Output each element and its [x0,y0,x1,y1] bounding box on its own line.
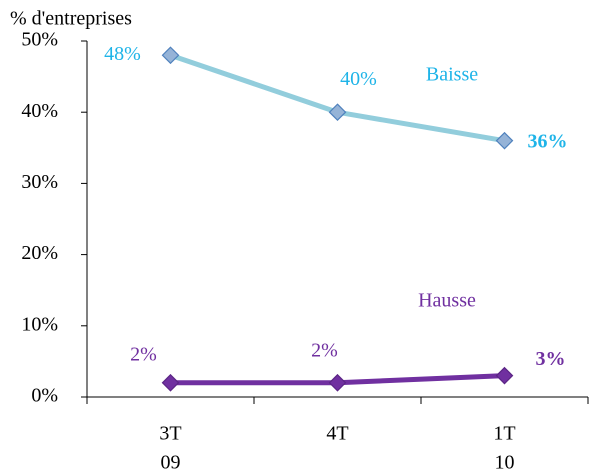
marker [328,103,347,122]
series-name: Baisse [426,64,478,86]
value-label: 3% [536,348,566,370]
y-tick-label: 0% [31,385,58,407]
x-tick-label: 3T [159,423,181,445]
marker [161,46,180,65]
series-name: Hausse [418,290,476,312]
x-tick-label: 4T [326,423,348,445]
value-label: 2% [311,339,338,361]
value-label: 36% [528,130,568,152]
y-tick-label: 20% [21,242,58,264]
value-label: 40% [340,68,377,90]
y-tick-label: 10% [21,313,58,335]
y-tick-label: 30% [21,171,58,193]
y-tick-label: 40% [21,100,58,122]
x-tick-label: 09 [161,452,181,472]
marker [328,373,347,392]
marker [495,366,514,385]
y-tick-label: 50% [21,29,58,51]
x-tick-label: 1T [493,423,515,445]
marker [161,373,180,392]
value-label: 2% [130,343,157,365]
marker [495,131,514,150]
x-tick-label: 10 [495,452,515,472]
value-label: 48% [104,43,141,65]
y-axis-label: % d'entreprises [10,8,132,30]
